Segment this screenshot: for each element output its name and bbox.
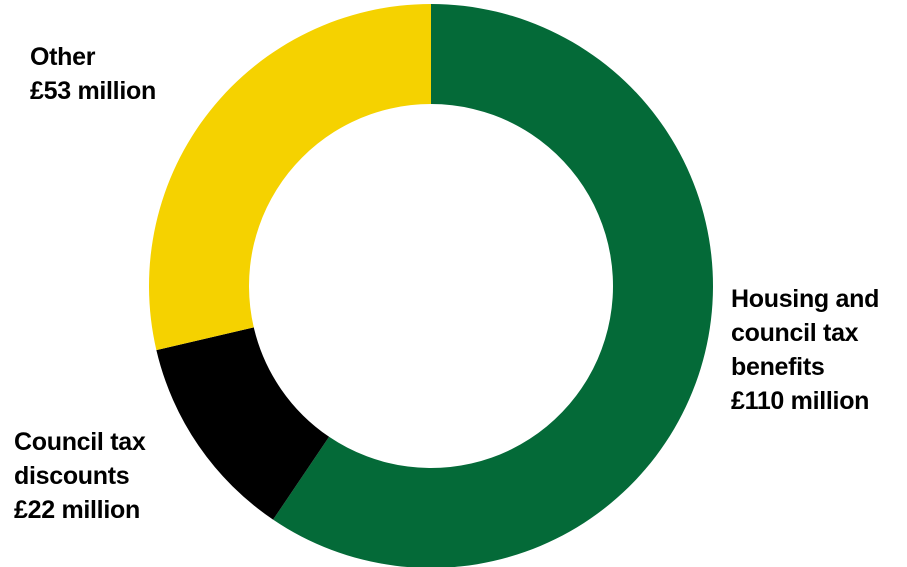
label-discounts: Council tax discounts £22 million xyxy=(14,425,146,527)
label-other: Other £53 million xyxy=(30,40,156,108)
slice-housing xyxy=(273,4,713,567)
label-housing-value: £110 million xyxy=(731,387,870,415)
label-housing: Housing and council tax benefits £110 mi… xyxy=(731,282,879,418)
label-housing-line-3: benefits xyxy=(731,353,825,381)
label-housing-line-2: council tax xyxy=(731,319,859,347)
label-discounts-value: £22 million xyxy=(14,496,140,524)
label-other-value: £53 million xyxy=(30,77,156,105)
label-discounts-line-2: discounts xyxy=(14,462,130,490)
label-other-line-1: Other xyxy=(30,43,96,71)
slice-other xyxy=(148,4,431,351)
slice-discounts xyxy=(156,327,330,520)
label-housing-line-1: Housing and xyxy=(731,285,880,313)
label-discounts-line-1: Council tax xyxy=(14,428,146,456)
donut-slices xyxy=(148,4,713,567)
